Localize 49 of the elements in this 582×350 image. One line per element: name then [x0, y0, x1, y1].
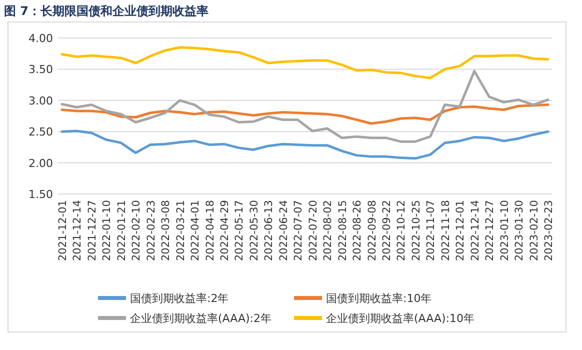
y-tick-label: 1.50 — [28, 188, 53, 201]
x-tick-label: 2022-01-10 — [101, 200, 114, 262]
x-tick-label: 2021-12-27 — [86, 200, 98, 262]
x-tick-label: 2022-09-22 — [381, 200, 393, 262]
x-tick-label: 2022-03-08 — [160, 200, 172, 262]
x-tick-label: 2022-08-02 — [322, 200, 334, 262]
x-tick-label: 2022-11-18 — [440, 200, 452, 262]
legend-label: 国债到期收益率:2年 — [130, 292, 229, 305]
x-tick-label: 2022-11-07 — [425, 200, 438, 262]
x-tick-label: 2022-05-30 — [248, 200, 260, 262]
x-tick-label: 2023-02-10 — [528, 200, 540, 262]
x-tick-label: 2023-01-10 — [498, 200, 511, 262]
x-tick-label: 2021-12-01 — [57, 200, 69, 262]
x-tick-label: 2022-06-13 — [263, 200, 276, 262]
x-tick-label: 2022-04-18 — [204, 200, 216, 262]
y-tick-label: 4.00 — [28, 32, 53, 45]
x-tick-label: 2022-02-10 — [130, 200, 143, 262]
chart-title: 图 7：长期限国债和企业债到期收益率 — [4, 4, 209, 18]
x-tick-label: 2023-02-23 — [543, 200, 555, 262]
x-tick-label: 2022-08-15 — [336, 200, 349, 262]
line-series — [60, 130, 550, 160]
x-tick-label: 2022-07-20 — [307, 200, 320, 262]
x-tick-label: 2022-08-26 — [352, 200, 364, 262]
x-tick-label: 2022-05-17 — [234, 200, 246, 262]
y-tick-label: 3.50 — [28, 63, 53, 76]
x-tick-label: 2022-04-01 — [190, 200, 202, 262]
x-tick-label: 2022-06-24 — [278, 200, 290, 262]
x-tick-label: 2022-12-27 — [484, 200, 496, 262]
legend-label: 企业债到期收益率(AAA):2年 — [130, 312, 272, 325]
x-tick-label: 2022-07-07 — [292, 200, 305, 262]
x-tick-label: 2022-04-29 — [219, 200, 231, 262]
x-tick-label: 2022-10-12 — [396, 200, 408, 262]
x-tick-label: 2023-01-30 — [514, 200, 526, 262]
x-tick-label: 2022-03-21 — [174, 200, 187, 262]
x-tick-label: 2022-01-21 — [116, 200, 128, 262]
line-series — [60, 46, 550, 80]
legend-label: 企业债到期收益率(AAA):10年 — [326, 312, 474, 325]
x-tick-label: 2022-12-01 — [454, 200, 467, 262]
y-tick-label: 2.50 — [28, 126, 53, 139]
x-tick-label: 2022-10-25 — [410, 200, 422, 262]
x-tick-label: 2022-02-23 — [145, 200, 158, 262]
x-tick-label: 2021-12-14 — [72, 200, 84, 262]
line-series — [60, 104, 550, 125]
line-series — [60, 70, 550, 143]
x-tick-label: 2022-12-14 — [469, 200, 482, 262]
x-tick-label: 2022-09-08 — [366, 200, 378, 262]
legend-label: 国债到期收益率:10年 — [326, 292, 432, 305]
y-tick-label: 2.00 — [28, 156, 53, 170]
y-tick-label: 3.00 — [28, 94, 53, 108]
